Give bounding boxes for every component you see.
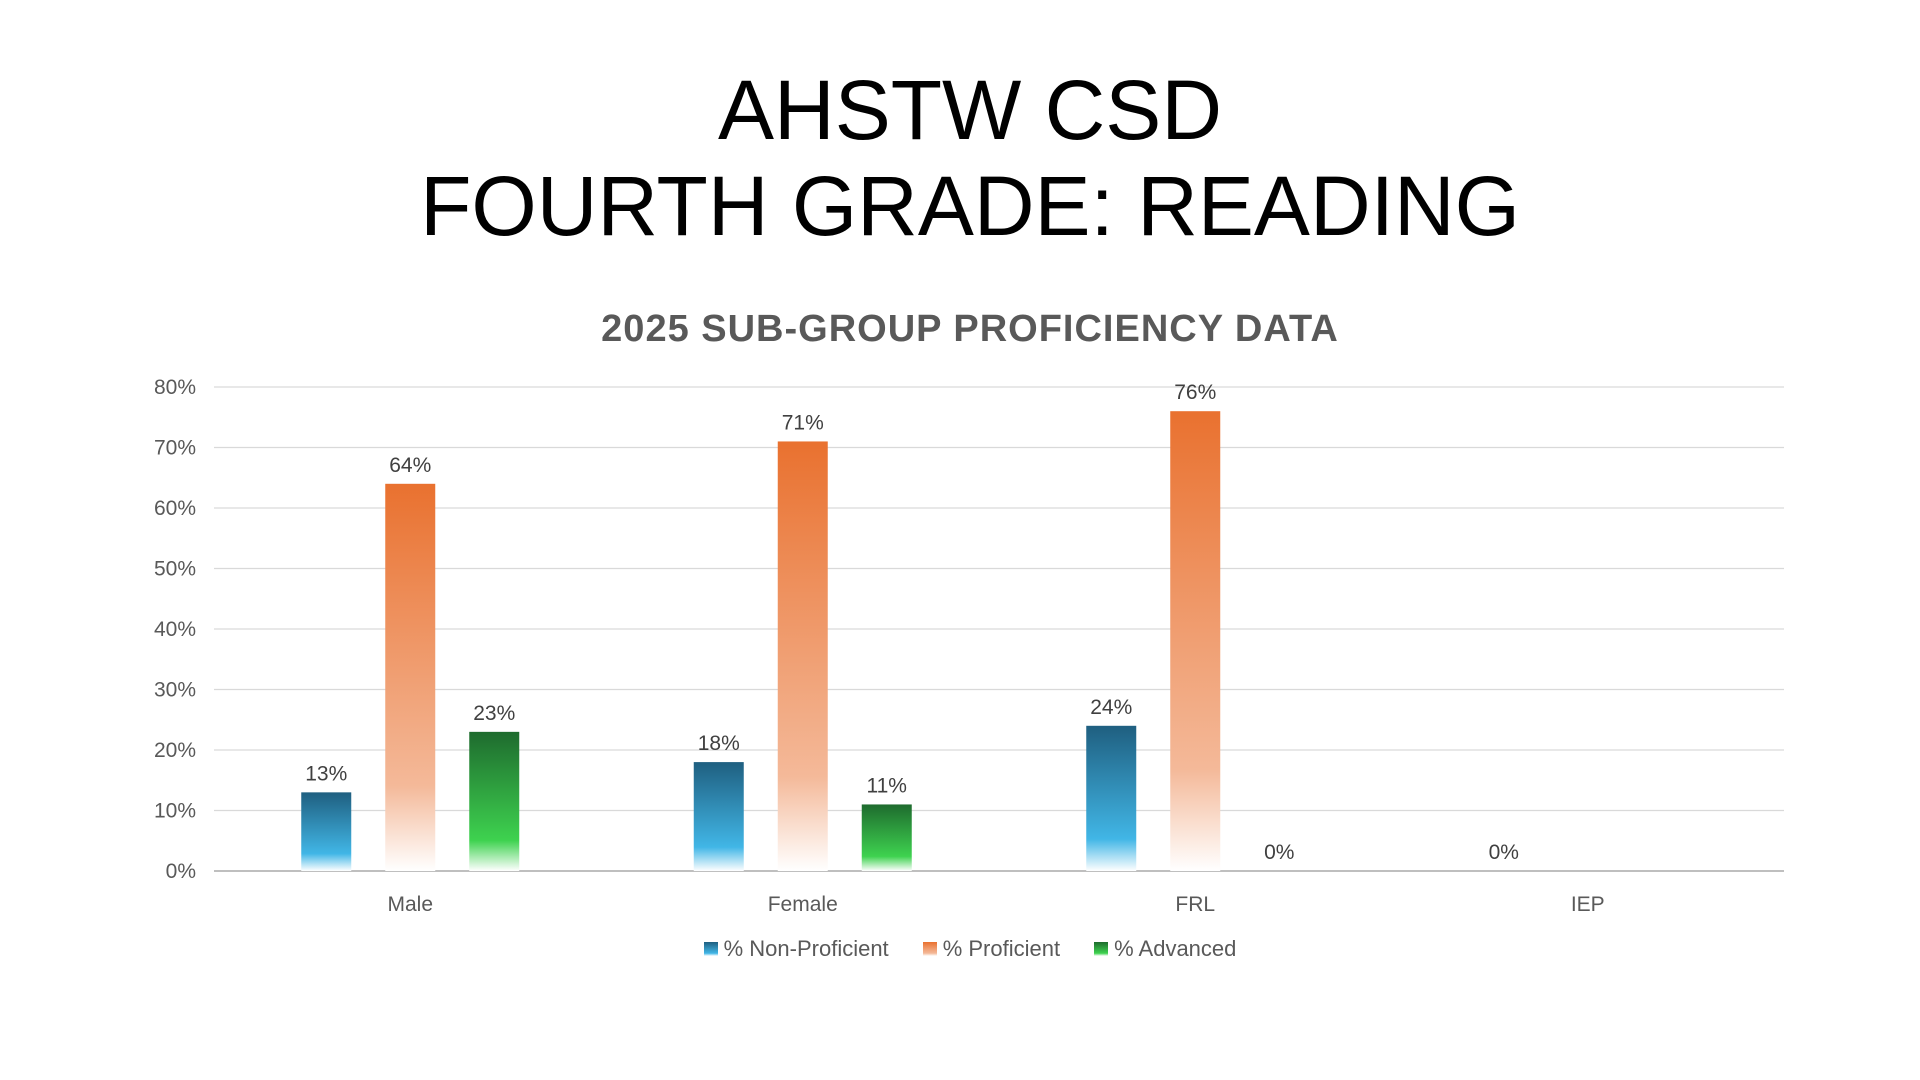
legend: % Non-Proficient % Proficient % Advanced — [0, 936, 1920, 962]
bar — [385, 483, 436, 871]
data-label: 0% — [1489, 841, 1519, 864]
y-tick-label: 70% — [154, 437, 196, 460]
legend-label: % Proficient — [942, 936, 1061, 961]
data-label: 71% — [782, 411, 824, 434]
legend-item: % Advanced — [1094, 936, 1236, 962]
legend-item: % Proficient — [922, 936, 1061, 962]
bar — [693, 762, 744, 871]
y-tick-label: 20% — [154, 739, 196, 762]
x-tick-label: FRL — [1175, 893, 1215, 916]
x-tick-label: Female — [768, 893, 838, 916]
page-title: AHSTW CSD FOURTH GRADE: READING — [0, 62, 1920, 254]
bar — [861, 804, 912, 871]
legend-swatch — [1094, 942, 1109, 956]
data-label: 18% — [698, 732, 740, 755]
y-tick-label: 80% — [154, 376, 196, 399]
data-label: 24% — [1090, 696, 1132, 719]
bar — [469, 731, 520, 871]
legend-item: % Non-Proficient — [703, 936, 889, 962]
data-label: 76% — [1174, 381, 1216, 404]
y-tick-label: 40% — [154, 618, 196, 641]
data-label: 13% — [305, 762, 347, 785]
legend-label: % Non-Proficient — [723, 936, 889, 961]
y-tick-label: 0% — [166, 860, 196, 883]
bar — [1086, 725, 1137, 871]
bar — [777, 441, 828, 871]
bar — [301, 792, 352, 871]
bar — [1170, 411, 1221, 871]
data-label: 23% — [473, 702, 515, 725]
y-tick-label: 10% — [154, 800, 196, 823]
data-label: 11% — [867, 774, 907, 797]
y-tick-label: 60% — [154, 497, 196, 520]
data-label: 0% — [1264, 841, 1294, 864]
x-tick-label: IEP — [1571, 893, 1605, 916]
x-tick-label: Male — [387, 893, 433, 916]
legend-label: % Advanced — [1114, 936, 1237, 961]
y-tick-label: 50% — [154, 558, 196, 581]
y-tick-label: 30% — [154, 679, 196, 702]
legend-swatch — [703, 942, 718, 956]
data-label: 64% — [389, 454, 431, 477]
title-line-2: FOURTH GRADE: READING — [420, 159, 1520, 253]
legend-swatch — [922, 942, 937, 956]
title-line-1: AHSTW CSD — [718, 63, 1222, 157]
chart-title: 2025 SUB-GROUP PROFICIENCY DATA — [601, 308, 1339, 350]
